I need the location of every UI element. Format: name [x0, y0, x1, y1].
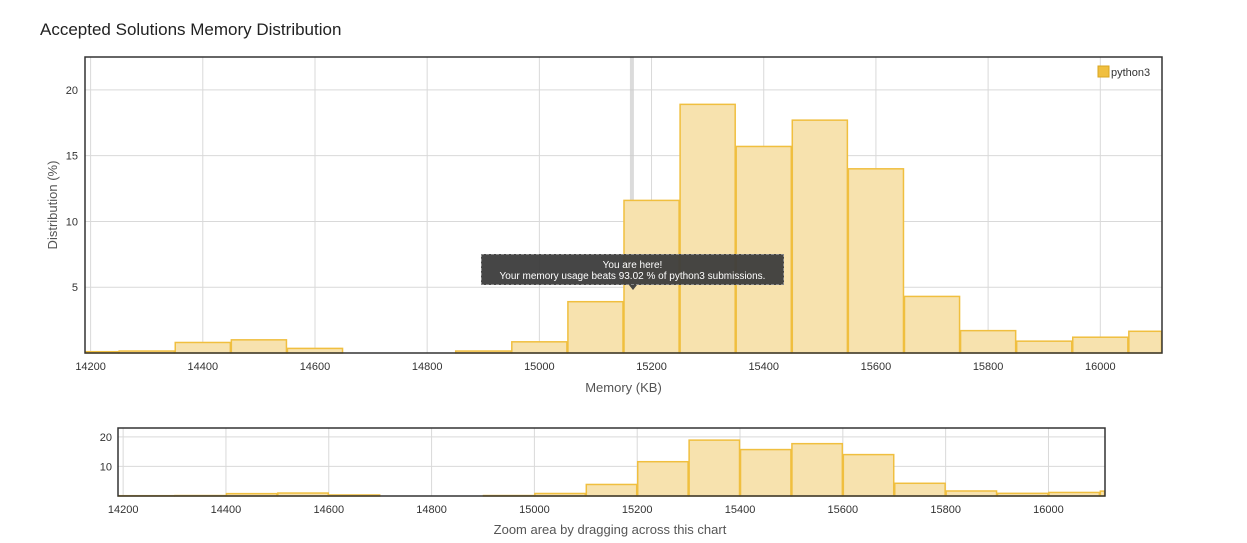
main-plot-frame: [84, 56, 1163, 354]
main-histogram-bar: [174, 341, 232, 354]
main-histogram-bar: [791, 119, 849, 354]
main-histogram-bar: [511, 341, 568, 354]
main-x-tick-label: 15600: [861, 361, 892, 373]
zoom-histogram-bar: [739, 448, 792, 497]
main-histogram-bar: [1072, 336, 1129, 354]
main-y-tick-label: 10: [66, 216, 78, 228]
legend-swatch: [1097, 65, 1110, 78]
zoom-histogram-bar: [893, 482, 946, 497]
main-histogram-bar: [959, 329, 1017, 354]
zoom-x-tick-label: 16000: [1033, 504, 1064, 516]
zoom-y-tick-label: 20: [100, 432, 112, 444]
main-x-tick-label: 14200: [75, 361, 106, 373]
zoom-x-tick-label: 15400: [725, 504, 756, 516]
zoom-x-tick-label: 15200: [622, 504, 653, 516]
main-x-tick-label: 15200: [636, 361, 667, 373]
beats-tooltip: You are here! Your memory usage beats 93…: [481, 254, 784, 285]
legend-label: python3: [1111, 67, 1150, 79]
zoom-histogram-bar: [688, 439, 741, 497]
tooltip-line-2: Your memory usage beats 93.02 % of pytho…: [499, 271, 766, 282]
main-y-tick-label: 5: [72, 282, 78, 294]
main-histogram-bar: [847, 168, 905, 354]
zoom-histogram-bar: [945, 490, 998, 497]
main-x-tick-label: 15400: [748, 361, 779, 373]
main-histogram-bar: [679, 103, 736, 354]
main-histogram-bar: [1128, 330, 1163, 354]
zoom-x-tick-label: 14400: [211, 504, 242, 516]
zoom-plot-frame: [117, 427, 1106, 497]
zoom-x-tick-label: 15000: [519, 504, 550, 516]
main-x-tick-label: 15000: [524, 361, 555, 373]
main-y-tick-label: 15: [66, 151, 78, 163]
main-x-tick-label: 15800: [973, 361, 1004, 373]
main-x-tick-label: 16000: [1085, 361, 1116, 373]
zoom-histogram-bar: [791, 442, 844, 497]
main-histogram-bar: [903, 295, 961, 354]
main-histogram-bar: [1015, 340, 1073, 354]
zoom-y-tick-label: 10: [100, 461, 112, 473]
main-x-tick-label: 14800: [412, 361, 443, 373]
zoom-histogram-bar: [585, 483, 638, 497]
main-x-axis-label: Memory (KB): [585, 380, 662, 395]
zoom-x-tick-label: 15600: [828, 504, 859, 516]
zoom-histogram-bar: [636, 460, 689, 497]
main-y-axis-label: Distribution (%): [45, 161, 60, 250]
main-histogram-bar: [567, 300, 624, 354]
main-histogram-bar: [230, 339, 288, 354]
zoom-caption: Zoom area by dragging across this chart: [493, 522, 727, 537]
tooltip-line-1: You are here!: [602, 260, 663, 271]
zoom-x-tick-label: 15800: [930, 504, 961, 516]
main-histogram-bar: [735, 145, 793, 354]
chart-title: Accepted Solutions Memory Distribution: [40, 20, 342, 39]
zoom-x-tick-label: 14200: [108, 504, 139, 516]
zoom-histogram-bar: [842, 453, 895, 497]
main-x-tick-label: 14400: [188, 361, 219, 373]
zoom-x-tick-label: 14800: [416, 504, 447, 516]
main-x-tick-label: 14600: [300, 361, 331, 373]
main-y-tick-label: 20: [66, 85, 78, 97]
tooltip-arrow-icon: [629, 285, 637, 290]
zoom-x-tick-label: 14600: [313, 504, 344, 516]
